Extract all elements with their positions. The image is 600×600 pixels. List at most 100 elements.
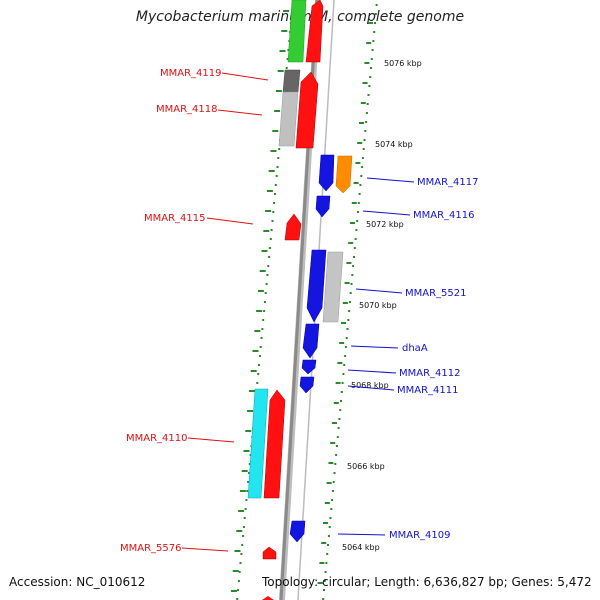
scale-tick bbox=[279, 50, 286, 52]
scale-tick bbox=[333, 402, 339, 404]
guide-dot bbox=[278, 148, 281, 150]
guide-dot bbox=[331, 490, 334, 492]
gene-arrow-mmar-4111[interactable] bbox=[299, 376, 315, 394]
scale-tick bbox=[359, 122, 364, 124]
guide-dot bbox=[363, 139, 366, 141]
guide-dot bbox=[266, 274, 269, 276]
scale-tick bbox=[238, 510, 245, 512]
guide-dot bbox=[237, 580, 240, 582]
scale-tick bbox=[326, 482, 332, 484]
gene-arrow[interactable] bbox=[295, 71, 319, 149]
leader-lines bbox=[181, 72, 415, 552]
guide-dot bbox=[355, 229, 358, 231]
gene-arrow[interactable] bbox=[287, 0, 307, 63]
guide-dot bbox=[239, 562, 242, 564]
scale-tick bbox=[317, 582, 323, 584]
scale-tick bbox=[277, 70, 284, 72]
scale-tick bbox=[353, 182, 359, 184]
guide-dot bbox=[268, 247, 271, 249]
scale-tick bbox=[348, 242, 354, 244]
guide-dot bbox=[367, 94, 370, 96]
scale-tick bbox=[351, 202, 357, 204]
gene-arrow[interactable] bbox=[335, 155, 353, 194]
scale-tick bbox=[281, 30, 288, 32]
scale-label: 5072 kbp bbox=[366, 220, 404, 229]
gene-arrow[interactable] bbox=[262, 596, 274, 600]
gene-arrow-dhaa[interactable] bbox=[302, 323, 320, 359]
guide-dot bbox=[242, 535, 245, 537]
genome-summary-text: Topology: circular; Length: 6,636,827 bp… bbox=[262, 575, 592, 589]
scale-tick bbox=[272, 130, 279, 132]
guide-dot bbox=[272, 211, 275, 213]
guide-dot bbox=[336, 436, 339, 438]
gene-label-mmar-4111[interactable]: MMAR_4111 bbox=[397, 385, 459, 396]
guide-dot bbox=[242, 526, 245, 528]
guide-dot bbox=[277, 157, 280, 159]
guide-dot bbox=[323, 589, 325, 591]
gene-arrow[interactable] bbox=[322, 251, 344, 323]
gene-arrow[interactable] bbox=[263, 389, 286, 499]
gene-label-dhaa[interactable]: dhaA bbox=[402, 343, 428, 354]
gene-label-mmar-4109[interactable]: MMAR_4109 bbox=[389, 530, 451, 541]
gene-arrow-mmar-4115[interactable] bbox=[284, 213, 302, 241]
scale-label: 5064 kbp bbox=[342, 543, 380, 552]
scale-tick bbox=[339, 342, 345, 344]
guide-dot bbox=[258, 364, 260, 366]
scale-label: 5076 kbp bbox=[384, 59, 422, 68]
guide-dot bbox=[346, 328, 349, 330]
gene-label-mmar-4116[interactable]: MMAR_4116 bbox=[413, 210, 475, 221]
scale-tick bbox=[261, 250, 268, 252]
guide-dot bbox=[327, 544, 329, 546]
gene-label-mmar-4115[interactable]: MMAR_4115 bbox=[144, 213, 206, 224]
guide-dot bbox=[269, 238, 272, 240]
scale-ticks bbox=[230, 10, 373, 592]
gene-arrow-mmar-4109[interactable] bbox=[289, 520, 306, 543]
guide-dot bbox=[365, 112, 368, 114]
guide-dot bbox=[374, 13, 377, 15]
gene-label-mmar-4112[interactable]: MMAR_4112 bbox=[399, 368, 461, 379]
scale-tick bbox=[265, 210, 272, 212]
scale-tick bbox=[274, 110, 281, 112]
gene-arrow[interactable] bbox=[305, 0, 324, 63]
guide-dot bbox=[274, 193, 276, 195]
guide-dot bbox=[244, 508, 247, 510]
gene-arrow-mmar-4119[interactable] bbox=[282, 69, 301, 93]
gene-label-mmar-5521[interactable]: MMAR_5521 bbox=[405, 288, 467, 299]
scale-tick bbox=[346, 262, 352, 264]
guide-dot bbox=[345, 337, 348, 339]
guide-dot bbox=[324, 571, 327, 573]
guide-dot bbox=[275, 175, 278, 177]
gene-arrow-mmar-5521[interactable] bbox=[306, 249, 327, 323]
guide-dot bbox=[270, 229, 273, 231]
gene-arrow-mmar-4112[interactable] bbox=[301, 359, 317, 375]
guide-dot bbox=[369, 76, 372, 78]
gene-arrow-mmar-4116[interactable] bbox=[315, 195, 331, 218]
guide-dot bbox=[348, 301, 351, 303]
scale-tick bbox=[254, 330, 261, 332]
scale-tick bbox=[239, 490, 246, 492]
guide-dot bbox=[330, 508, 333, 510]
guide-dot bbox=[344, 346, 347, 348]
guide-dot bbox=[357, 202, 360, 204]
gene-label-mmar-4117[interactable]: MMAR_4117 bbox=[417, 177, 479, 188]
gene-arrow-mmar-4118[interactable] bbox=[278, 91, 299, 147]
guide-dot bbox=[237, 589, 239, 591]
scale-tick bbox=[247, 410, 254, 412]
gene-arrow-mmar-4117[interactable] bbox=[318, 154, 335, 192]
guide-dot bbox=[349, 292, 352, 294]
guide-dot bbox=[340, 400, 342, 402]
scale-tick bbox=[368, 22, 373, 24]
guide-dot bbox=[343, 364, 346, 366]
guide-dot bbox=[337, 427, 340, 429]
gene-arrow-mmar-4110[interactable] bbox=[247, 388, 269, 499]
guide-dot bbox=[350, 283, 353, 285]
gene-label-mmar-4119[interactable]: MMAR_4119 bbox=[160, 68, 222, 79]
gene-arrow-mmar-5576[interactable] bbox=[262, 546, 277, 560]
gene-label-mmar-5576[interactable]: MMAR_5576 bbox=[120, 543, 182, 554]
guide-dot bbox=[262, 319, 265, 321]
gene-label-mmar-4118[interactable]: MMAR_4118 bbox=[156, 104, 218, 115]
scale-tick bbox=[324, 502, 330, 504]
scale-tick bbox=[245, 430, 252, 432]
gene-label-mmar-4110[interactable]: MMAR_4110 bbox=[126, 433, 188, 444]
